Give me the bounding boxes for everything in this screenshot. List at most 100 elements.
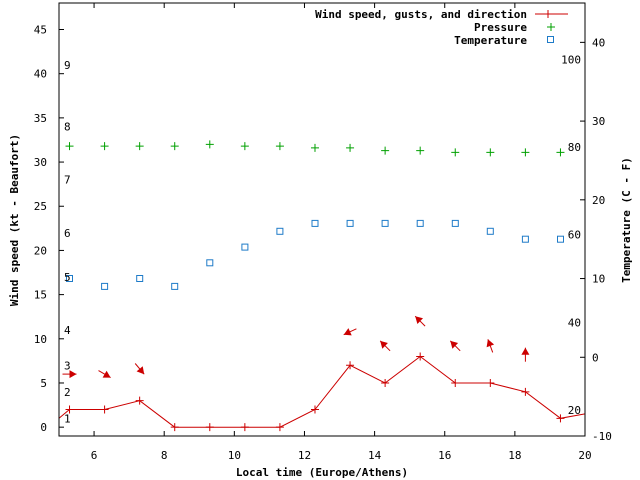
wind-speed-point	[275, 423, 284, 432]
y-left-axis-label: Wind speed (kt - Beaufort)	[8, 134, 21, 306]
pressure-point	[100, 142, 109, 151]
axes-layer: 6 8 10 12 14 16 18 20051015202530354045-1001020…	[34, 3, 612, 462]
x-tick-label: 18	[508, 449, 521, 462]
wind-speed-point	[100, 405, 109, 414]
y-left-tick-label: 25	[34, 200, 47, 213]
wind-speed-point	[451, 378, 460, 387]
fahrenheit-label: 100	[561, 54, 581, 67]
pressure-point	[135, 142, 144, 151]
pressure-point	[486, 148, 495, 157]
y-left-tick-label: 45	[34, 24, 47, 37]
fahrenheit-label: 60	[568, 228, 581, 241]
legend-marker-temperature	[547, 36, 554, 43]
pressure-point	[346, 143, 355, 152]
fahrenheit-label: 80	[568, 141, 581, 154]
wind-direction-arrow	[449, 340, 461, 352]
beaufort-label: 3	[64, 359, 71, 372]
beaufort-label: 7	[64, 174, 71, 187]
temperature-point	[346, 219, 354, 227]
beaufort-label: 4	[64, 324, 71, 337]
wind-speed-point	[135, 396, 144, 405]
wind-speed-point	[310, 405, 319, 414]
wind-direction-arrow	[414, 315, 426, 327]
temperature-point	[521, 235, 529, 243]
temperature-point	[381, 219, 389, 227]
wind-direction-arrow-head	[486, 339, 495, 348]
fahrenheit-label: 40	[568, 317, 581, 330]
legend-label-temperature: Temperature	[454, 34, 527, 47]
wind-speed-point	[416, 352, 425, 361]
x-tick-label: 8	[161, 449, 168, 462]
pressure-point	[451, 148, 460, 157]
pressure-point	[275, 142, 284, 151]
wind-speed-point	[205, 423, 214, 432]
wind-speed-point	[381, 378, 390, 387]
temperature-point	[557, 235, 564, 243]
wind-direction-arrow	[379, 340, 391, 352]
wind-direction-arrow-head	[69, 370, 77, 379]
y-left-tick-label: 0	[40, 421, 47, 434]
wind-speed-point	[556, 414, 565, 423]
beaufort-label: 8	[64, 121, 71, 134]
pressure-point	[381, 146, 390, 155]
legend-label-wind: Wind speed, gusts, and direction	[315, 8, 527, 21]
wind-speed-point	[65, 405, 74, 414]
pressure-point	[170, 142, 179, 151]
temperature-point	[451, 219, 459, 227]
temperature-point	[101, 282, 109, 290]
temperature-point	[276, 227, 284, 235]
x-tick-label: 12	[298, 449, 311, 462]
temperature-point	[171, 282, 179, 290]
wind-speed-point	[170, 423, 179, 432]
pressure-point	[310, 143, 319, 152]
legend-marker-wind	[544, 10, 552, 18]
pressure-point	[521, 148, 530, 157]
wind-speed-point	[521, 387, 530, 396]
y-left-tick-label: 5	[40, 377, 47, 390]
plot-layer	[58, 140, 586, 432]
wind-direction-arrow-head	[450, 340, 459, 349]
wind-direction-arrow-head	[102, 370, 111, 378]
x-tick-label: 16	[438, 449, 451, 462]
beaufort-label: 9	[64, 59, 71, 72]
x-tick-label: 20	[578, 449, 591, 462]
temperature-point	[241, 243, 249, 251]
wind-direction-arrow	[343, 328, 357, 336]
beaufort-label: 6	[64, 227, 71, 240]
pressure-point	[416, 146, 425, 155]
beaufort-label: 1	[64, 412, 71, 425]
legend-marker-pressure	[547, 23, 555, 31]
wind-direction-arrow	[521, 347, 530, 362]
y-right-tick-label: 10	[592, 273, 605, 286]
wind-direction-arrow	[134, 363, 145, 375]
y-left-tick-label: 20	[34, 244, 47, 257]
wind-speed-point	[486, 378, 495, 387]
wind-direction-arrow	[98, 370, 111, 379]
pressure-point	[205, 140, 214, 149]
y-left-tick-label: 35	[34, 112, 47, 125]
pressure-point	[65, 142, 74, 151]
y-left-tick-label: 10	[34, 333, 47, 346]
temperature-point	[66, 275, 73, 282]
temperature-point	[311, 219, 319, 227]
wind-direction-arrow	[62, 370, 77, 379]
y-right-tick-label: -10	[592, 430, 612, 443]
temperature-point	[206, 259, 214, 267]
x-tick-label: 10	[228, 449, 241, 462]
x-tick-label: 14	[368, 449, 382, 462]
plot-frame	[58, 2, 586, 437]
temperature-point	[136, 275, 144, 282]
legend: Wind speed, gusts, and direction Pressur…	[315, 8, 568, 47]
y-left-tick-label: 30	[34, 156, 47, 169]
wind-speed-point	[240, 423, 249, 432]
y-right-tick-label: 30	[592, 115, 605, 128]
x-axis-label: Local time (Europe/Athens)	[236, 466, 408, 479]
wind-direction-arrow-head	[136, 366, 145, 375]
wind-direction-arrow-head	[415, 316, 423, 324]
fahrenheit-label: 20	[568, 404, 581, 417]
temperature-point	[486, 227, 494, 235]
legend-label-pressure: Pressure	[474, 21, 527, 34]
wind-speed-point	[346, 361, 355, 370]
